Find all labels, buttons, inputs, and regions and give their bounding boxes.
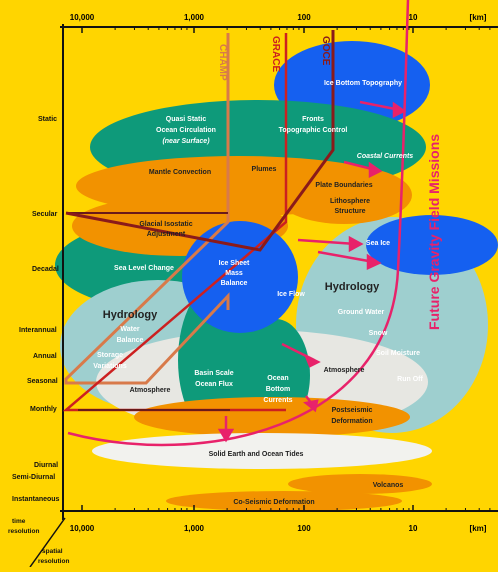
ice-sheet-ellipse <box>182 221 298 333</box>
bottom-tick-10: 10 <box>409 524 418 533</box>
arrow-sea-ice-head <box>348 235 364 253</box>
time-label-diurnal: Diurnal <box>34 462 58 469</box>
label-fronts-1: Fronts <box>302 116 324 123</box>
label-hydrology-left: Hydrology <box>103 309 158 321</box>
arrow-coastal-head <box>368 161 383 179</box>
time-label-decadal: Decadal <box>32 266 59 273</box>
time-label-monthly: Monthly <box>30 406 57 413</box>
bottom-tick-100: 100 <box>297 524 311 533</box>
label-mantle: Mantle Convection <box>149 169 211 176</box>
time-label-secular: Secular <box>32 211 58 218</box>
top-tick-km: [km] <box>470 13 487 22</box>
label-litho-2: Structure <box>334 208 365 215</box>
label-plate: Plate Boundaries <box>315 182 372 189</box>
arrow-atmosphere-head <box>303 353 321 368</box>
label-litho-1: Lithosphere <box>330 198 370 205</box>
label-run-off: Run Off <box>397 376 423 383</box>
label-fronts-2: Topographic Control <box>279 127 348 134</box>
coseismic-ellipse <box>166 491 402 511</box>
label-soil-moisture: Soil Moisture <box>376 350 420 357</box>
arrow-postseismic-head <box>303 399 319 413</box>
label-ocean-circ-1: Quasi Static <box>166 116 207 123</box>
arrow-sea-ice <box>297 238 357 246</box>
label-ice-sheet-1: Ice Sheet <box>219 260 250 267</box>
label-ice-bottom: Ice Bottom Topography <box>324 80 402 87</box>
champ-label: CHAMP <box>217 44 228 81</box>
postseismic-ellipse <box>134 397 410 437</box>
time-label-semi-diurnal: Semi-Diurnal <box>12 474 55 481</box>
label-obc-2: Bottom <box>266 386 291 393</box>
label-coseismic: Co-Seismic Deformation <box>233 499 314 506</box>
label-plumes: Plumes <box>252 166 277 173</box>
future-missions-curve <box>67 0 410 447</box>
label-postseismic-2: Deformation <box>331 418 372 425</box>
label-ice-sheet-3: Balance <box>221 280 248 287</box>
future-missions-label: Future Gravity Field Missions <box>426 134 442 330</box>
label-obc-3: Currents <box>263 397 292 404</box>
label-ground-water: Ground Water <box>338 309 385 316</box>
label-volcanos: Volcanos <box>373 482 404 489</box>
time-label-interannual: Interannual <box>19 327 57 334</box>
label-ocean-circ-3: (near Surface) <box>162 138 210 145</box>
label-atmosphere-right: Atmosphere <box>324 367 365 374</box>
arrow-ice-bottom-head <box>392 101 407 119</box>
label-snow: Snow <box>369 330 388 337</box>
bottom-tick-km: [km] <box>470 524 487 533</box>
champ-line <box>64 33 230 385</box>
bottom-tick-1000: 1,000 <box>184 524 205 533</box>
time-label-seasonal: Seasonal <box>27 378 58 385</box>
label-basin-1: Basin Scale <box>194 370 233 377</box>
label-sea-level: Sea Level Change <box>114 265 174 272</box>
bottom-tick-10000: 10,000 <box>70 524 95 533</box>
top-tick-10000: 10,000 <box>70 13 95 22</box>
label-atmosphere-left: Atmosphere <box>130 387 171 394</box>
label-tides: Solid Earth and Ocean Tides <box>209 451 304 458</box>
arrow-tides-head <box>217 428 235 443</box>
top-tick-100: 100 <box>297 13 311 22</box>
label-storage-2: Variations <box>93 363 127 370</box>
label-obc-1: Ocean <box>267 375 288 382</box>
volcanos-ellipse <box>288 474 432 494</box>
label-water-1: Water <box>120 326 139 333</box>
label-basin-2: Ocean Flux <box>195 381 233 388</box>
goce-label: GOCE <box>320 36 331 66</box>
label-ice-flow: Ice Flow <box>277 291 305 298</box>
top-tick-10: 10 <box>409 13 418 22</box>
time-label-instantaneous: Instantaneous <box>12 496 60 503</box>
goce-line <box>65 30 335 252</box>
arrow-hydrology <box>317 250 375 264</box>
label-sea-ice: Sea Ice <box>366 240 390 247</box>
tides-ellipse <box>92 433 432 469</box>
label-ocean-circ-2: Ocean Circulation <box>156 127 216 134</box>
label-gia-2: Adjustment <box>147 231 186 238</box>
label-ice-sheet-2: Mass <box>225 270 243 277</box>
label-coastal: Coastal Currents <box>357 153 414 160</box>
label-gia-1: Glacial Isostatic <box>139 221 192 228</box>
plate-boundaries-ellipse <box>276 166 412 224</box>
grace-label: GRACE <box>270 36 281 72</box>
time-axis-diagonal <box>29 517 66 568</box>
spatial-resolution-label: spatial resolution <box>38 548 69 565</box>
label-hydrology-right: Hydrology <box>325 281 380 293</box>
arrow-hydrology-head <box>366 253 382 270</box>
time-label-static: Static <box>38 116 57 123</box>
time-resolution-label: time resolution <box>8 518 39 535</box>
time-label-annual: Annual <box>33 353 57 360</box>
label-water-2: Balance <box>117 337 144 344</box>
label-storage-1: Storage <box>97 352 123 359</box>
label-postseismic-1: Postseismic <box>332 407 373 414</box>
top-tick-1000: 1,000 <box>184 13 205 22</box>
